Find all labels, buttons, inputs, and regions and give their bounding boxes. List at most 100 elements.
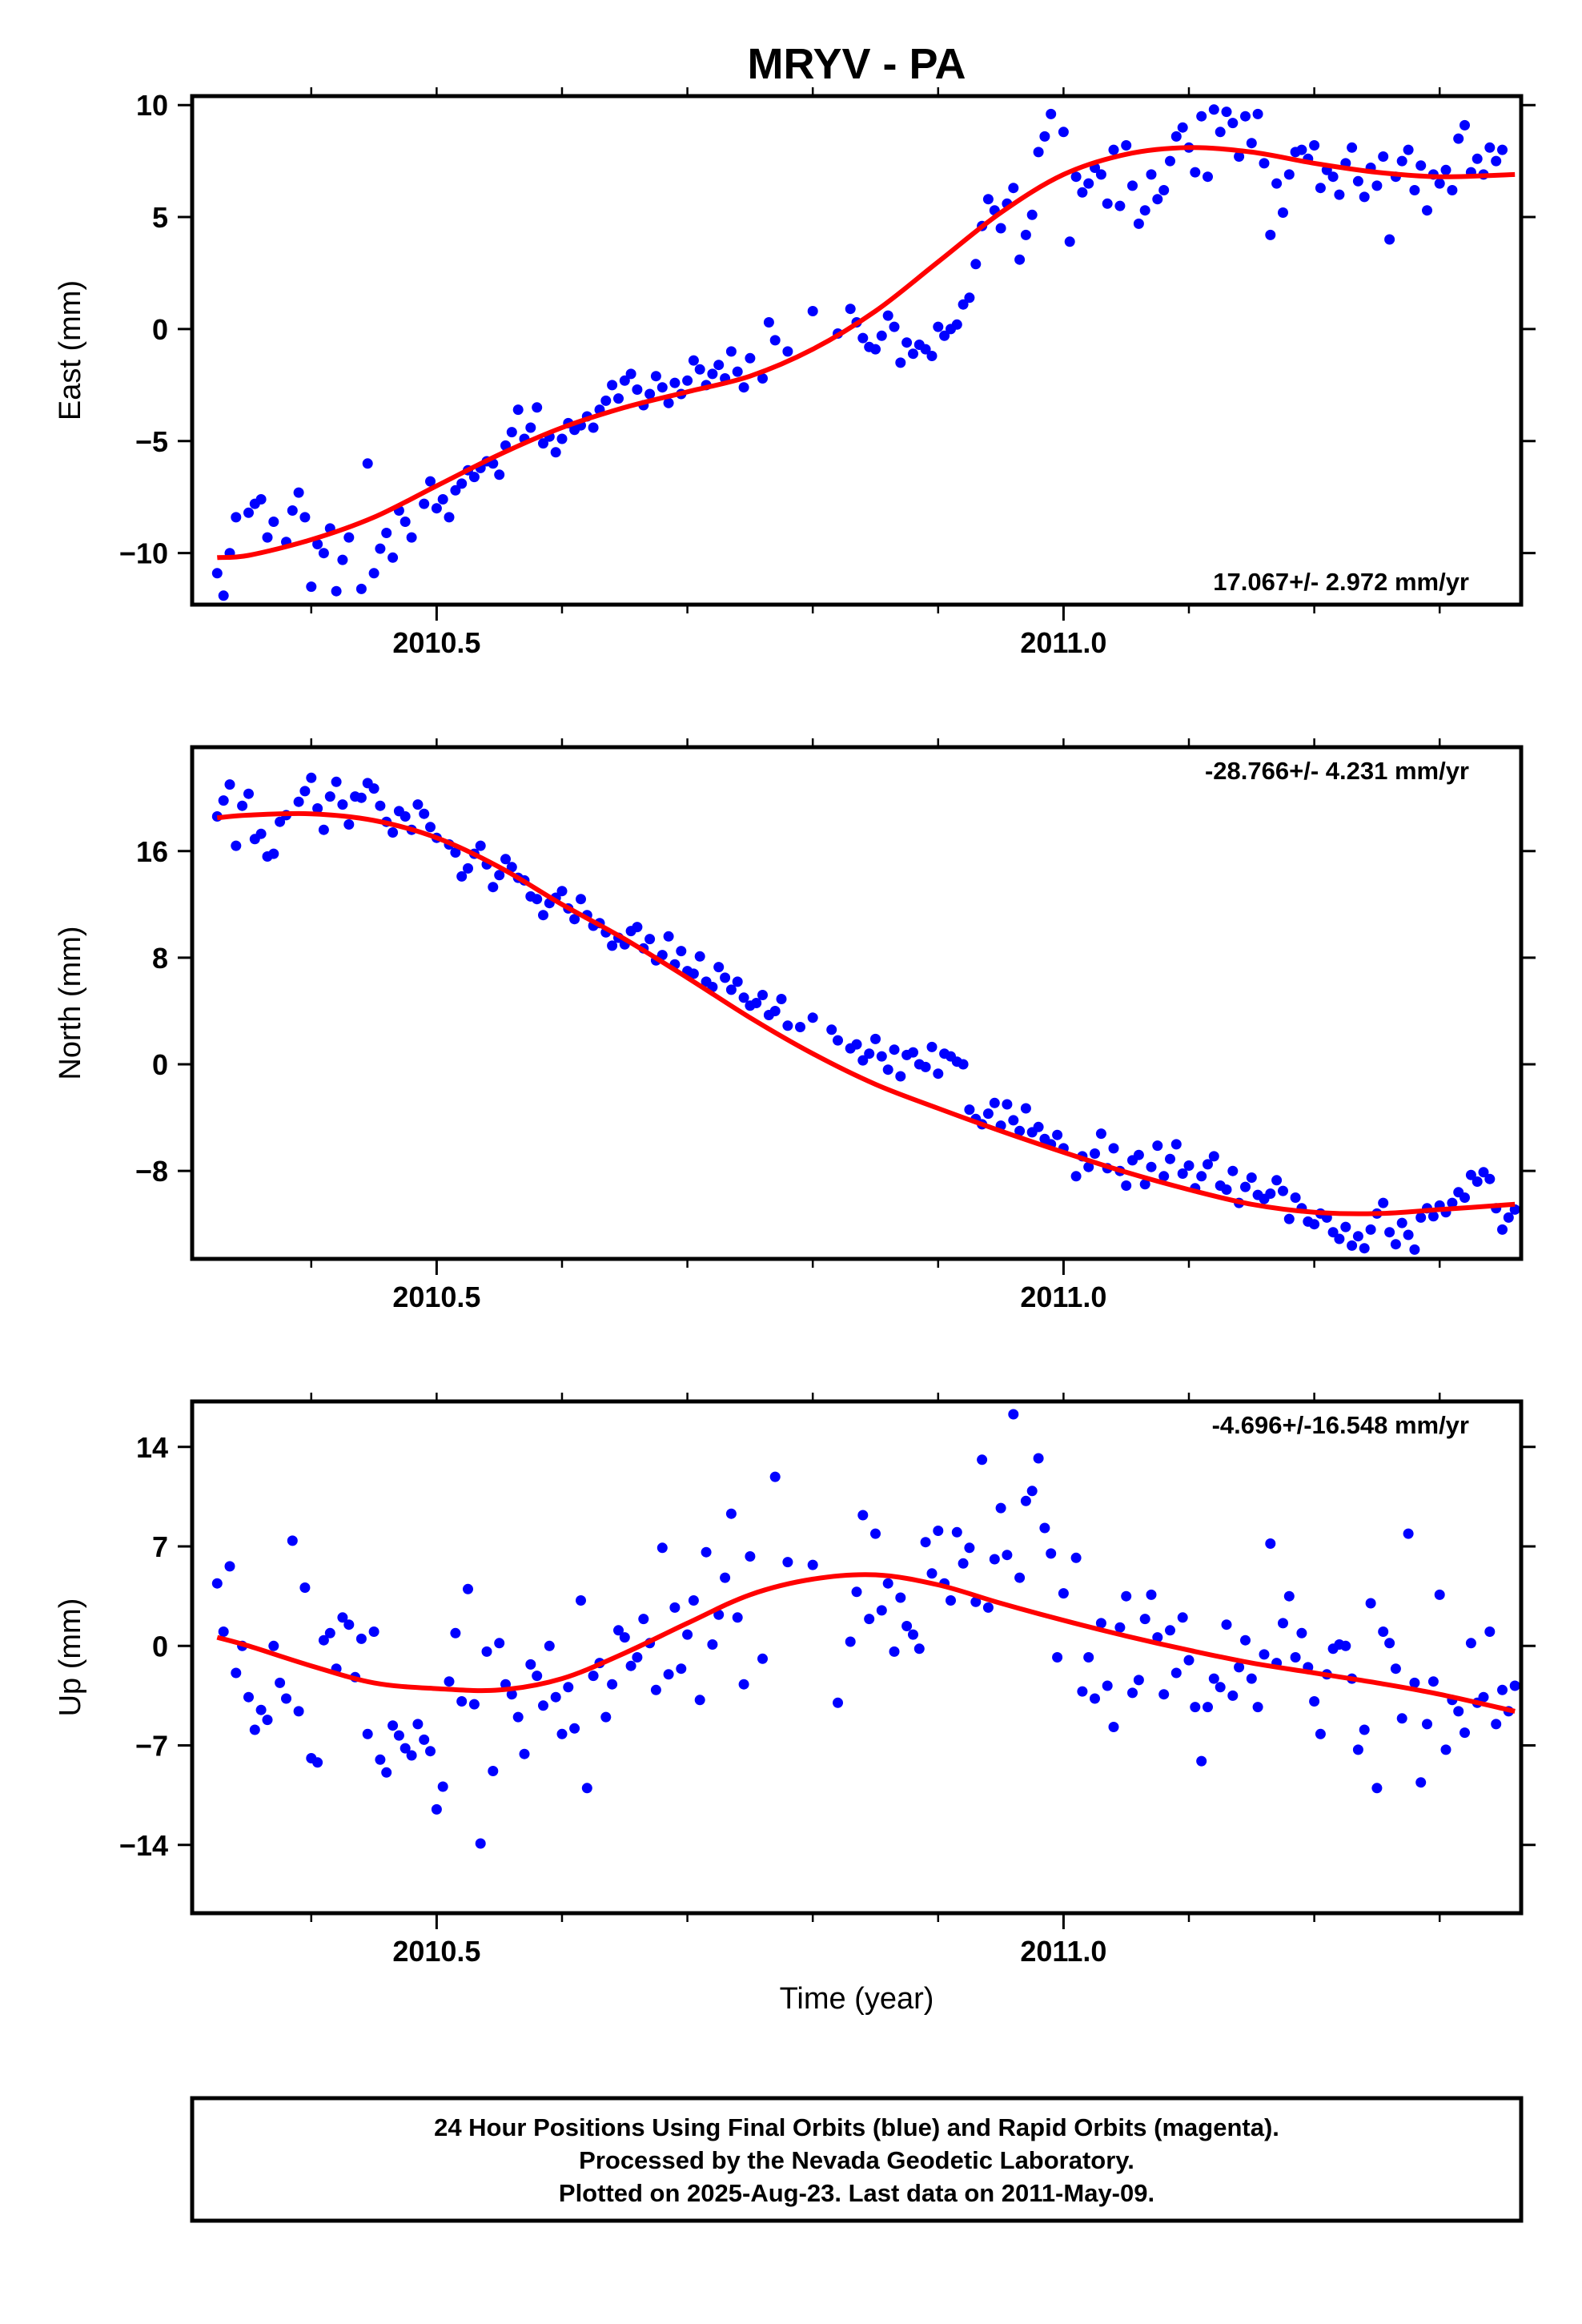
north-point [1409, 1244, 1420, 1255]
up-point [926, 1568, 938, 1579]
north-point [275, 816, 286, 827]
north-point [1309, 1219, 1320, 1230]
east-point [387, 552, 399, 563]
north-point [663, 931, 674, 942]
east-point [807, 306, 818, 316]
up-point [1434, 1589, 1445, 1600]
up-point [488, 1766, 499, 1776]
footer-box [190, 2096, 1524, 2223]
up-point [1422, 1719, 1432, 1730]
north-point [1052, 1129, 1063, 1140]
up-point [1152, 1632, 1163, 1643]
north-point [355, 792, 367, 803]
up-point [437, 1781, 448, 1792]
north-point [1139, 1179, 1150, 1190]
up-point [532, 1671, 543, 1682]
east-point [1259, 158, 1270, 169]
east-point [1127, 180, 1138, 191]
up-point [1127, 1687, 1138, 1699]
footer-line-3: Plotted on 2025-Aug-23. Last data on 201… [559, 2179, 1154, 2207]
up-point [1108, 1722, 1119, 1732]
north-point [1484, 1173, 1496, 1184]
up-point [1014, 1572, 1026, 1583]
up-point [494, 1638, 505, 1649]
up-point [324, 1627, 335, 1638]
up-point [362, 1728, 373, 1739]
up-point [425, 1746, 436, 1757]
north-point [569, 914, 580, 925]
up-point [1478, 1691, 1489, 1703]
up-point [1403, 1528, 1414, 1539]
up-point [1121, 1590, 1132, 1602]
east-point [556, 433, 568, 444]
east-point [1208, 104, 1219, 115]
up-point [262, 1715, 273, 1726]
up-frame [190, 1399, 1524, 1916]
north-point [882, 1064, 893, 1076]
north-point [1403, 1229, 1414, 1240]
east-points [211, 104, 1508, 601]
north-point [1365, 1224, 1376, 1235]
north-point [870, 1033, 881, 1044]
up-point [1227, 1690, 1239, 1701]
east-point [1133, 218, 1144, 229]
east-point [995, 223, 1006, 234]
east-point [757, 373, 768, 384]
north-point [1359, 1243, 1370, 1254]
north-point [419, 808, 430, 819]
up-point [619, 1632, 630, 1643]
up-point [694, 1695, 705, 1706]
east-point [1271, 178, 1283, 189]
up-point [870, 1528, 881, 1539]
north-point [268, 848, 279, 859]
east-point [1278, 207, 1288, 218]
up-point [275, 1677, 286, 1688]
north-point [506, 862, 517, 873]
north-point [725, 984, 737, 995]
north-point [1108, 1143, 1119, 1154]
up-point [1139, 1614, 1150, 1625]
east-y-tick-label: −5 [135, 425, 168, 458]
north-point [1090, 1148, 1100, 1159]
up-point [995, 1502, 1006, 1514]
north-point [1020, 1103, 1031, 1114]
north-point [1133, 1149, 1144, 1160]
north-point [318, 824, 329, 835]
up-point [1070, 1552, 1082, 1563]
up-point [1240, 1634, 1251, 1646]
up-point [412, 1719, 424, 1730]
east-point [1139, 205, 1150, 216]
east-point [857, 332, 869, 344]
north-point [782, 1020, 793, 1031]
up-point [431, 1803, 442, 1815]
up-point [833, 1697, 843, 1708]
east-point [1108, 144, 1119, 155]
up-point [406, 1750, 417, 1761]
east-point [1422, 205, 1432, 216]
east-frame [190, 94, 1524, 607]
north-point [1427, 1211, 1439, 1222]
east-point [1095, 169, 1106, 180]
up-point [255, 1704, 267, 1715]
up-point [958, 1558, 969, 1569]
east-point [882, 310, 893, 321]
up-point [701, 1546, 712, 1558]
east-point [456, 478, 468, 489]
up-point [1095, 1618, 1106, 1629]
up-point [688, 1595, 699, 1606]
east-point [588, 422, 599, 433]
north-point [1347, 1240, 1358, 1251]
up-point [243, 1691, 254, 1703]
up-point [355, 1633, 367, 1644]
north-point [876, 1051, 887, 1062]
up-point [1165, 1625, 1175, 1636]
up-point [312, 1757, 323, 1768]
east-point [1334, 189, 1345, 200]
east-point [337, 554, 348, 565]
north-point [1196, 1171, 1207, 1182]
east-point [1165, 155, 1175, 167]
up-point [1378, 1626, 1389, 1637]
north-point [864, 1048, 875, 1059]
up-y-axis-label: Up (mm) [54, 1598, 87, 1717]
up-point [1177, 1612, 1188, 1623]
